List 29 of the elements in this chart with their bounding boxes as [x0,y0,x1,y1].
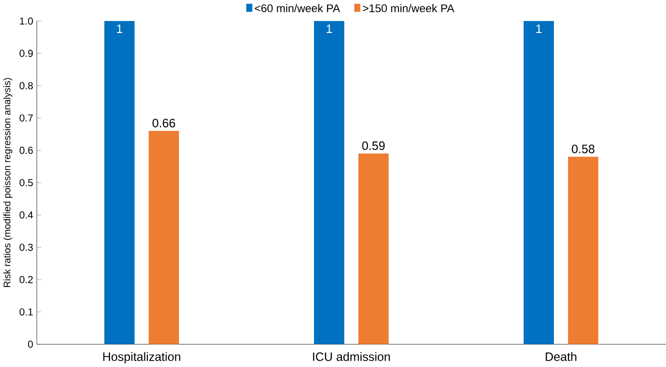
y-tick-label: 0.9 [20,50,33,58]
y-tick-label: 0.5 [20,179,33,186]
y-tick-label: 0.6 [20,146,33,154]
y-tick-label: 0.8 [20,82,33,90]
data-label: 0.66 [152,118,176,128]
data-label: 0.58 [572,144,594,154]
x-tick-label: Death [546,352,576,362]
y-tick-label: 1.0 [20,18,33,25]
data-label: 1 [117,24,122,34]
data-label: 1 [326,24,332,34]
y-tick-label: 0.1 [20,308,33,316]
legend-label: >150 min/week PA [362,4,454,12]
legend-label: <60 min/week PA [254,4,340,12]
data-label: 1 [536,24,542,34]
y-axis-title: Risk ratios (modified poisson regression analysis) [3,78,12,288]
bar [148,131,179,344]
data-label: 0.59 [362,142,385,150]
y-tick-label: 0.2 [20,276,33,284]
y-tick-label: 0.3 [20,244,33,251]
y-tick-label: 0 [28,340,33,348]
y-tick-label: 0.7 [20,114,33,122]
bar [104,21,135,344]
y-tick-label: 0.4 [20,212,33,219]
bar [524,21,554,344]
bar [314,21,344,344]
x-tick-label: Hospitalization [103,352,180,364]
bar [568,156,598,344]
x-tick-label: ICU admission [313,352,390,362]
bar [358,154,389,344]
